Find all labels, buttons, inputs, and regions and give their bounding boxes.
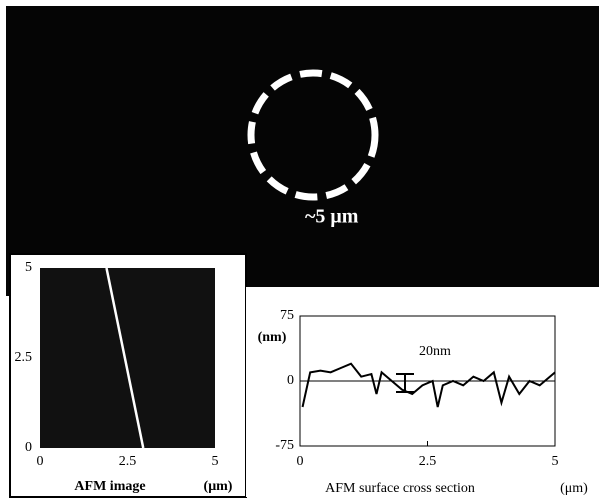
afm-image <box>40 268 215 448</box>
y-tick-label: 0 <box>287 373 294 388</box>
micrograph-background <box>6 6 599 296</box>
x-tick-label: 2.5 <box>419 454 437 469</box>
x-tick-label: 5 <box>552 454 559 469</box>
afm-title: AFM image <box>74 479 145 494</box>
cross-section-title: AFM surface cross section <box>325 481 475 496</box>
figure: ~5 μm AFM image (μm) AFM surface cross s… <box>0 0 605 499</box>
y-axis-label: (nm) <box>258 330 287 345</box>
page: {"micrograph": {"scale_label": "~5 μm"},… <box>0 0 605 499</box>
x-tick-label: 5 <box>212 454 219 469</box>
x-tick-label: 0 <box>37 454 44 469</box>
x-tick-label: 0 <box>297 454 304 469</box>
annotation: 20nm <box>419 344 451 359</box>
y-tick-label: -75 <box>275 438 294 453</box>
y-tick-label: 5 <box>25 260 32 275</box>
afm-unit: (μm) <box>204 479 233 494</box>
y-tick-label: 2.5 <box>15 350 33 365</box>
cross-section-unit: (μm) <box>560 481 588 496</box>
y-tick-label: 0 <box>25 440 32 455</box>
scale-label: ~5 μm <box>305 206 359 228</box>
x-tick-label: 2.5 <box>119 454 137 469</box>
y-tick-label: 75 <box>280 308 294 323</box>
